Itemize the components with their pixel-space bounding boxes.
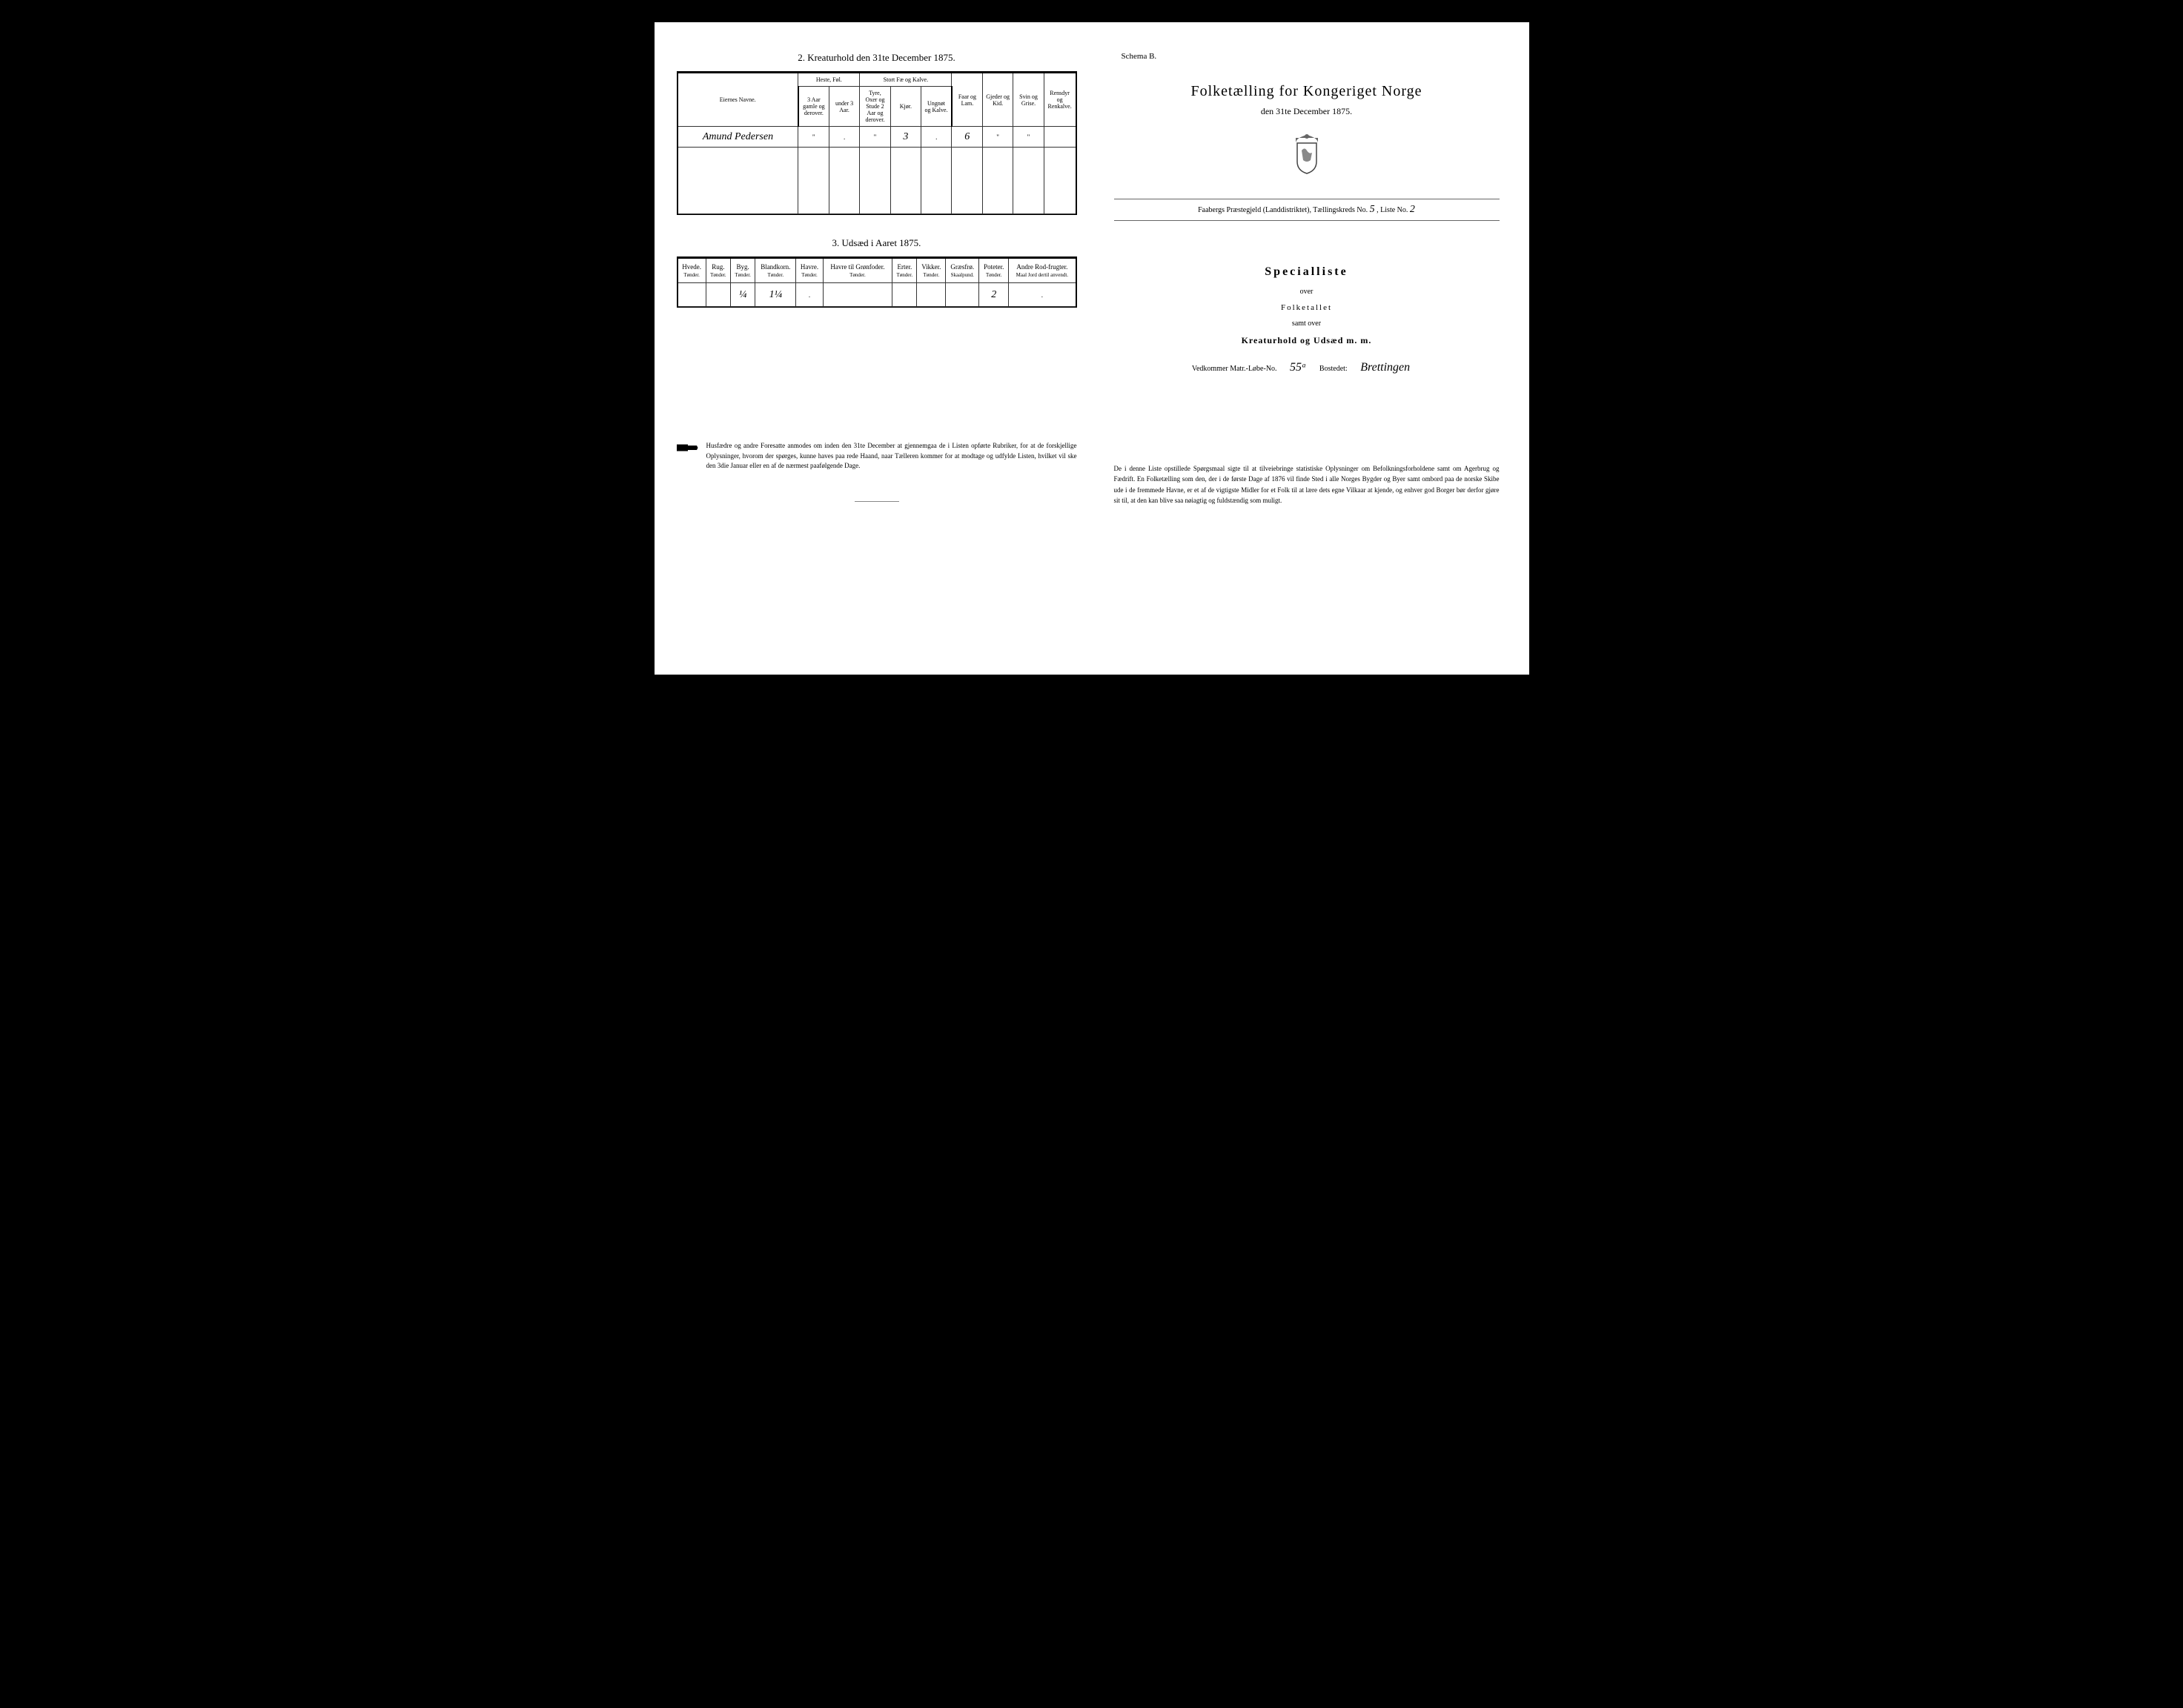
col-svin: Svin og Grise. [1013,73,1044,127]
col-stort-sub2: Kjør. [890,87,921,127]
right-page: Schema B. Folketælling for Kongeriget No… [1099,52,1507,615]
specialliste-title: Specialliste [1107,265,1507,279]
col-graesfro: Græsfrø.Skaalpund. [946,258,979,283]
pointing-hand-icon [677,441,699,454]
table-row: Amund Pedersen " . " 3 . 6 " " [678,127,1076,148]
cell [678,283,706,307]
footer-text: Husfædre og andre Foresatte anmodes om i… [706,441,1077,471]
col-gjeder: Gjeder og Kid. [982,73,1013,127]
col-vikker: Vikker.Tønder. [917,258,946,283]
cell: 2 [979,283,1009,307]
cell: . [1009,283,1076,307]
samt-over-label: samt over [1107,320,1507,328]
main-title: Folketælling for Kongeriget Norge [1107,83,1507,100]
col-byg: Byg.Tønder. [731,258,755,283]
cell [823,283,892,307]
col-andre: Andre Rod-frugter.Maal Jord dertil anven… [1009,258,1076,283]
col-hvede: Hvede.Tønder. [678,258,706,283]
schema-label: Schema B. [1122,52,1507,61]
col-stort-sub1: Tyre, Oxer og Stude 2 Aar og derover. [860,87,890,127]
col-havre-gron: Havre til Grønfoder.Tønder. [823,258,892,283]
folketallet-label: Folketallet [1107,303,1507,312]
cell: " [1013,127,1044,148]
section2-title: 2. Kreaturhold den 31te December 1875. [677,52,1077,64]
cell: 3 [890,127,921,148]
cell: 6 [952,127,982,148]
col-stort: Stort Fæ og Kalve. [860,73,952,87]
census-document: 2. Kreaturhold den 31te December 1875. E… [655,22,1529,675]
col-heste-sub2: under 3 Aar. [829,87,859,127]
col-havre: Havre.Tønder. [796,258,823,283]
left-page: 2. Kreaturhold den 31te December 1875. E… [677,52,1084,615]
cell [917,283,946,307]
kreaturhold-label: Kreaturhold og Udsæd m. m. [1107,335,1507,346]
cell: " [798,127,829,148]
liste-no: 2 [1410,204,1415,215]
owner-name: Amund Pedersen [678,127,798,148]
empty-row [678,148,1076,214]
col-rug: Rug.Tønder. [706,258,730,283]
cell: ¼ [731,283,755,307]
col-stort-sub3: Ungnøt og Kalve. [921,87,952,127]
col-erter: Erter.Tønder. [892,258,917,283]
cell: . [829,127,859,148]
cell: " [860,127,890,148]
over-label: over [1107,288,1507,296]
cell [892,283,917,307]
section3: 3. Udsæd i Aaret 1875. Hvede.Tønder. Rug… [677,237,1077,308]
col-owner: Eiernes Navne. [678,73,798,127]
district-line: Faabergs Præstegjeld (Landdistriktet), T… [1114,199,1500,221]
left-footer: Husfædre og andre Foresatte anmodes om i… [677,441,1077,471]
bostedet-name: Brettingen [1360,361,1410,374]
cell: " [982,127,1013,148]
col-rensdyr: Rensdyr og Renkalve. [1044,73,1076,127]
col-faar: Faar og Lam. [952,73,982,127]
col-heste: Heste, Føl. [798,73,860,87]
coat-of-arms-icon [1107,132,1507,180]
udsaed-table: Hvede.Tønder. Rug.Tønder. Byg.Tønder. Bl… [677,257,1077,307]
date-line: den 31te December 1875. [1107,106,1507,117]
col-poteter: Poteter.Tønder. [979,258,1009,283]
cell: . [921,127,952,148]
cell [946,283,979,307]
cell [706,283,730,307]
right-footer-text: De i denne Liste opstillede Spørgsmaal s… [1107,463,1507,506]
cell: 1¼ [755,283,796,307]
vedkommer-line: Vedkommer Matr.-Løbe-No. 55ᵃ Bostedet: B… [1107,361,1507,374]
matr-no: 55ᵃ [1290,361,1306,374]
kreaturhold-table: Eiernes Navne. Heste, Føl. Stort Fæ og K… [677,72,1077,214]
divider [855,501,899,502]
col-blandkorn: Blandkorn.Tønder. [755,258,796,283]
table-row: ¼ 1¼ . 2 . [678,283,1076,307]
section3-title: 3. Udsæd i Aaret 1875. [677,237,1077,249]
col-heste-sub1: 3 Aar gamle og derover. [798,87,829,127]
cell: . [796,283,823,307]
cell [1044,127,1076,148]
district-no: 5 [1370,204,1375,215]
